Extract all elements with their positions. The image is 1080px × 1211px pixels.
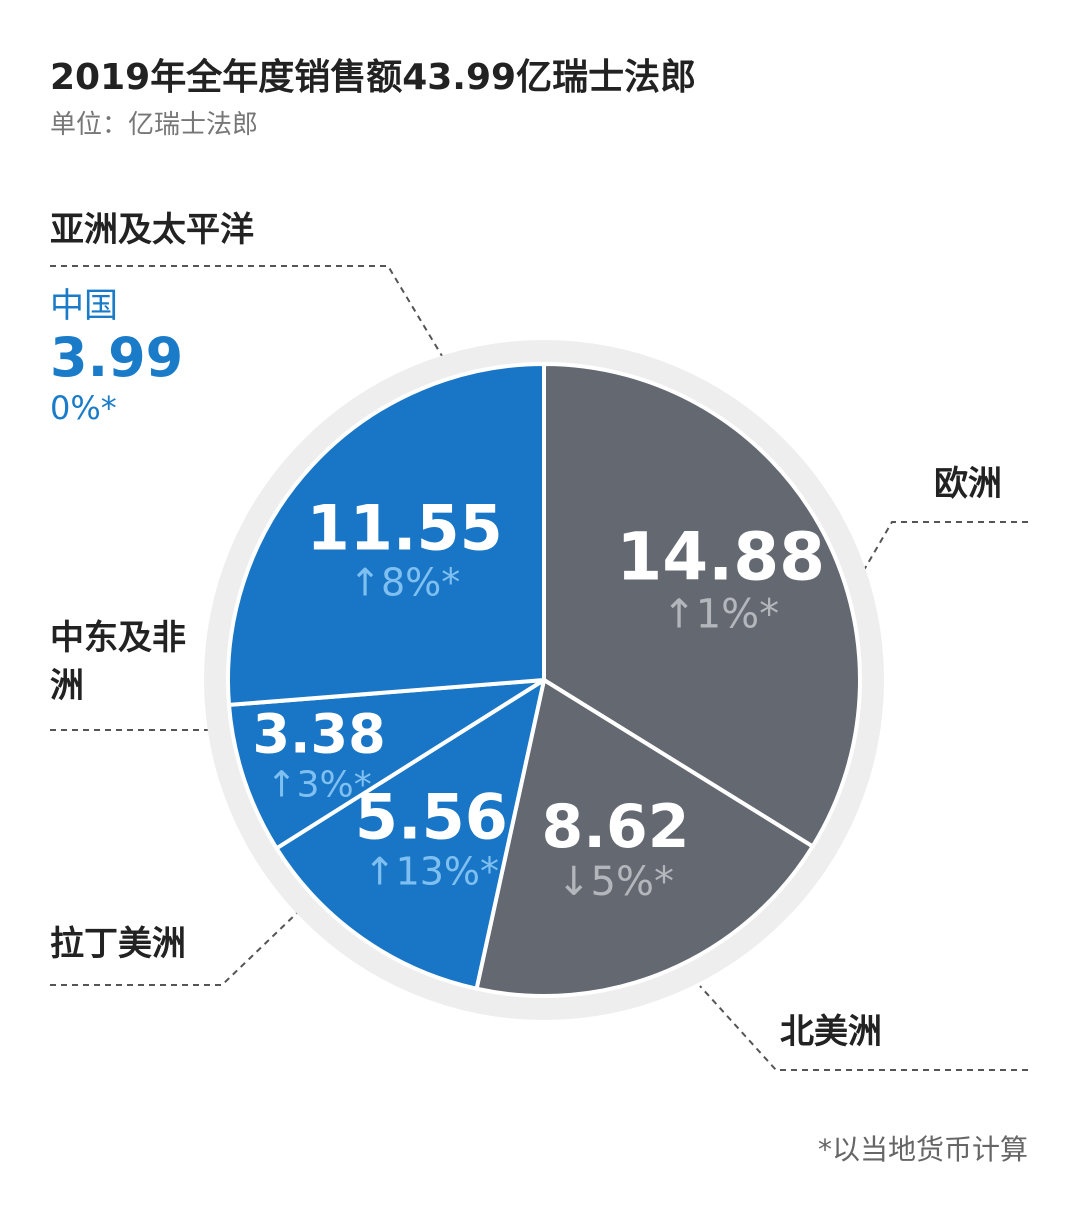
pie-slice bbox=[274, 678, 546, 991]
china-callout: 中国 3.99 0%* bbox=[50, 284, 183, 428]
region-label-europe: 欧洲 bbox=[934, 464, 1002, 504]
footnote: *以当地货币计算 bbox=[817, 1133, 1028, 1166]
region-label-latam: 拉丁美洲 bbox=[50, 924, 186, 964]
slice-value-label: 5.56 bbox=[355, 780, 508, 853]
leader-line bbox=[50, 911, 299, 986]
chart-unit: 单位：亿瑞士法郎 bbox=[50, 110, 259, 140]
slice-labels: 14.88↑1%* 8.62↓5%* 5.56↑13%* 3.38↑3%* 11.55↑… bbox=[252, 491, 825, 905]
slice-value-label: 14.88 bbox=[616, 519, 825, 596]
slice-value-label: 11.55 bbox=[307, 491, 503, 564]
pie-slice bbox=[226, 362, 546, 707]
slice-change-label: ↓5%* bbox=[557, 859, 674, 905]
china-change: 0%* bbox=[50, 389, 117, 427]
slice-change-label: ↑13%* bbox=[364, 849, 499, 893]
pie-slice bbox=[474, 678, 815, 998]
region-label-na: 北美洲 bbox=[780, 1012, 882, 1052]
pie-slice bbox=[542, 362, 862, 849]
slice-change-label: ↑3%* bbox=[266, 765, 371, 806]
region-label-mea: 中东及非洲 bbox=[50, 618, 186, 706]
slice-change-label: ↑1%* bbox=[662, 592, 779, 638]
leader-line bbox=[863, 521, 1028, 571]
pie-slice bbox=[226, 678, 546, 851]
china-value: 3.99 bbox=[50, 326, 184, 389]
leader-line bbox=[50, 265, 443, 357]
slice-value-label: 3.38 bbox=[252, 703, 385, 766]
slice-change-label: ↑8%* bbox=[349, 560, 460, 604]
slice-value-label: 8.62 bbox=[541, 792, 689, 862]
chart-title: 2019年全年度销售额43.99亿瑞士法郎 bbox=[50, 57, 697, 98]
leader-line bbox=[50, 713, 231, 731]
pie-slices bbox=[226, 362, 862, 998]
region-label-apac: 亚洲及太平洋 bbox=[50, 210, 254, 250]
china-name: 中国 bbox=[50, 286, 118, 326]
